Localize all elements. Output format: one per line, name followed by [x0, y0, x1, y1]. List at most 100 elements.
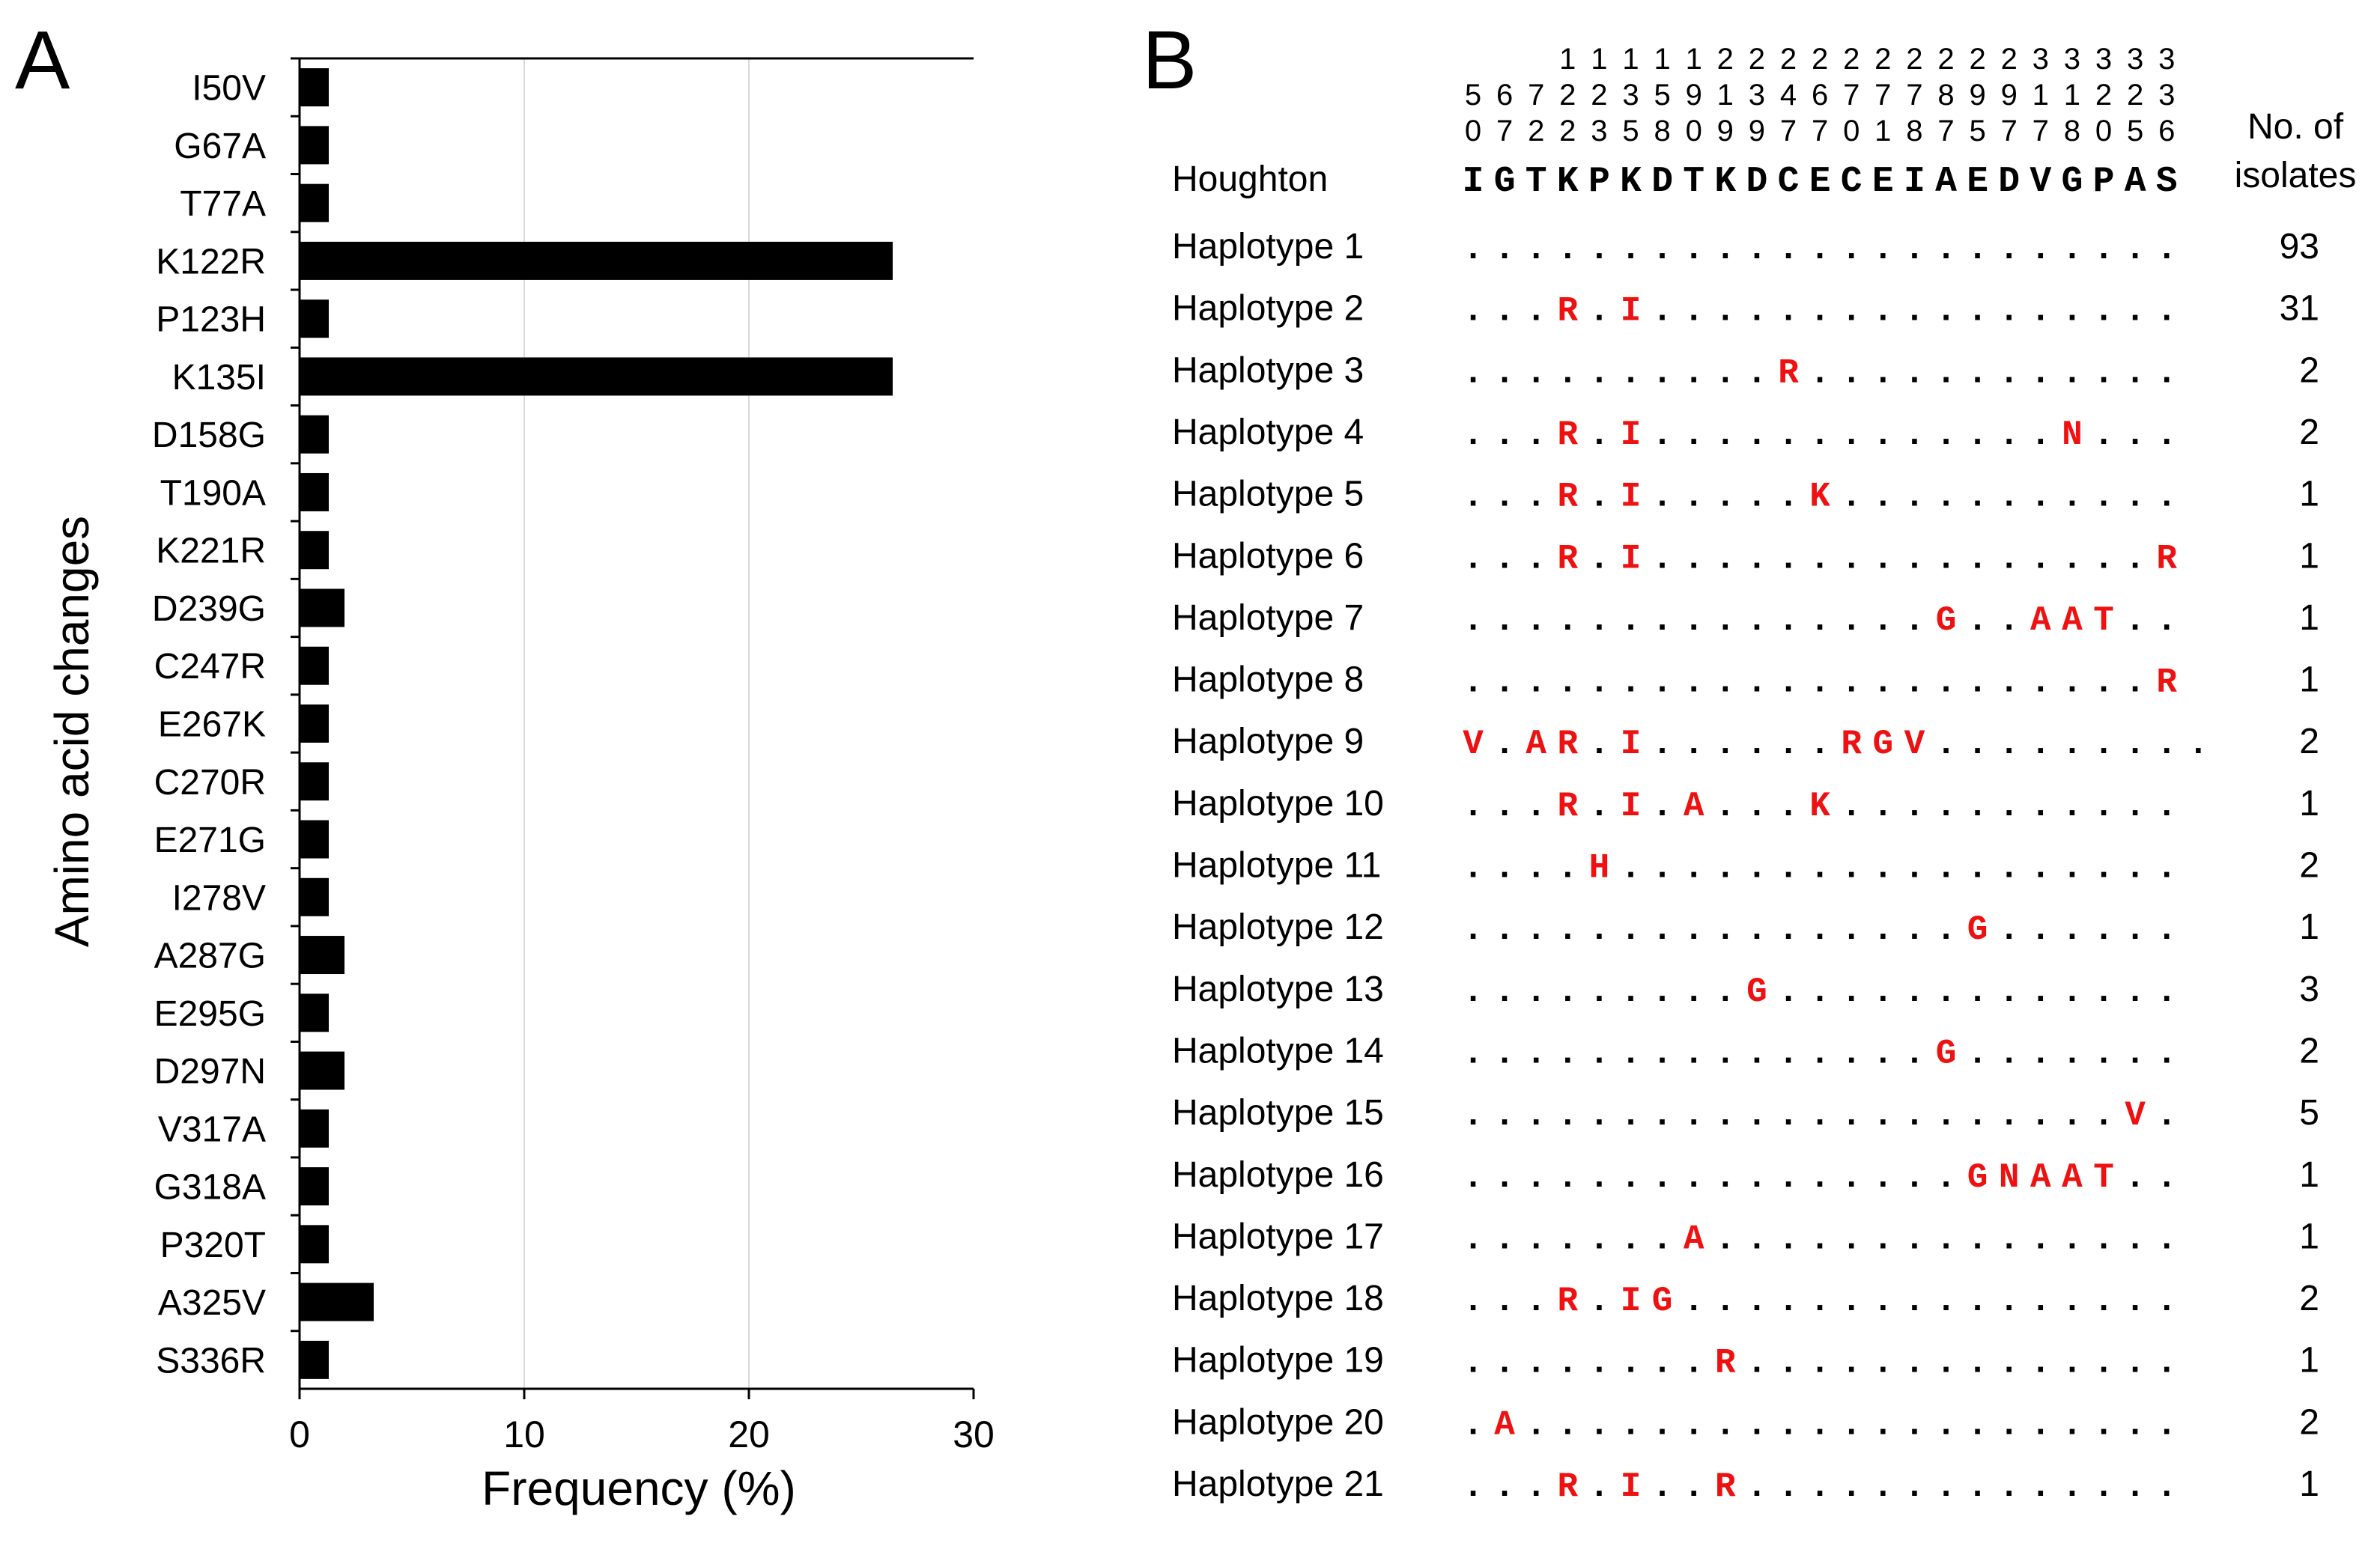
match-dot: .	[1904, 1220, 1925, 1259]
match-dot: .	[1494, 1282, 1515, 1321]
match-dot: .	[2030, 787, 2051, 826]
reference-residue: P	[2093, 162, 2115, 202]
match-dot: .	[1999, 1034, 2020, 1073]
match-dot: .	[1746, 292, 1767, 331]
match-dot: .	[1715, 1405, 1736, 1444]
position-digit: 2	[1843, 43, 1860, 76]
match-dot: .	[2156, 849, 2177, 888]
match-dot: .	[1809, 1405, 1830, 1444]
position-digit: 9	[1969, 79, 1985, 112]
position-digit: 5	[1969, 115, 1985, 147]
position-digit: 1	[2033, 79, 2049, 112]
x-tick-label: 10	[503, 1413, 545, 1455]
match-dot: .	[1589, 230, 1610, 269]
match-dot: .	[2125, 910, 2146, 949]
match-dot: .	[1557, 1220, 1578, 1259]
match-dot: .	[2093, 353, 2114, 392]
match-dot: .	[1684, 230, 1704, 269]
haplotype-row: Haplotype 13......... G............. 3	[1172, 970, 2319, 1011]
match-dot: .	[1746, 1467, 1767, 1506]
match-dot: .	[1589, 1034, 1610, 1073]
match-dot: .	[2062, 292, 2083, 331]
mutation-residue: R	[1841, 725, 1862, 764]
match-dot: .	[1809, 1467, 1830, 1506]
count-header-line2: isolates	[2235, 156, 2357, 195]
match-dot: .	[1684, 1467, 1704, 1506]
match-dot: .	[1684, 663, 1704, 702]
match-dot: .	[1967, 292, 1988, 331]
mutation-residue: I	[1621, 1467, 1642, 1506]
mutation-residue: R	[1557, 787, 1578, 826]
position-digit: 4	[1780, 79, 1797, 112]
isolate-count: 1	[2299, 1464, 2319, 1504]
match-dot: .	[1967, 1405, 1988, 1444]
match-dot: .	[1746, 601, 1767, 640]
match-dot: .	[1872, 849, 1893, 888]
isolate-count: 2	[2299, 1279, 2319, 1318]
match-dot: .	[1746, 416, 1767, 454]
match-dot: .	[1715, 787, 1736, 826]
match-dot: .	[1904, 416, 1925, 454]
match-dot: .	[1809, 725, 1830, 764]
match-dot: .	[1621, 1344, 1642, 1383]
mutation-residue: G	[1746, 973, 1767, 1011]
match-dot: .	[1684, 725, 1704, 764]
match-dot: .	[2093, 478, 2114, 517]
match-dot: .	[1621, 1405, 1642, 1444]
match-dot: .	[1778, 1467, 1799, 1506]
position-digit: 2	[1717, 43, 1734, 76]
position-digit: 2	[1874, 43, 1891, 76]
position-digit: 7	[1906, 79, 1922, 112]
match-dot: .	[1778, 478, 1799, 517]
match-dot: .	[1494, 787, 1515, 826]
reference-residue: G	[2061, 162, 2083, 202]
match-dot: .	[2062, 1220, 2083, 1259]
position-digit: 6	[2158, 115, 2175, 147]
position-digit: 5	[2127, 115, 2143, 147]
reference-residue: D	[1746, 162, 1767, 202]
category-label: T77A	[180, 184, 266, 224]
match-dot: .	[2156, 725, 2177, 764]
mutation-residue: R	[2156, 663, 2177, 702]
match-dot: .	[1526, 1405, 1546, 1444]
match-dot: .	[1999, 1096, 2020, 1135]
match-dot: .	[1841, 1467, 1862, 1506]
match-dot: .	[1778, 1282, 1799, 1321]
match-dot: .	[1715, 353, 1736, 392]
position-digit: 2	[1937, 43, 1954, 76]
match-dot: .	[1715, 849, 1736, 888]
category-label: C270R	[154, 763, 266, 803]
match-dot: .	[1999, 1405, 2020, 1444]
match-dot: .	[1715, 725, 1736, 764]
x-tick-labels: 0 10 20 30	[289, 1389, 995, 1455]
match-dot: .	[1463, 1467, 1484, 1506]
match-dot: .	[1589, 1405, 1610, 1444]
reference-residue: A	[1935, 162, 1957, 202]
category-labels: I50V G67A T77A K122R P123H K135I D158G T190A K22…	[152, 57, 300, 1381]
match-dot: .	[1904, 1034, 1925, 1073]
match-dot: .	[1809, 910, 1830, 949]
match-dot: .	[1872, 1096, 1893, 1135]
match-dot: .	[1936, 1096, 1957, 1135]
y-axis-label: Amino acid changes	[45, 516, 99, 947]
match-dot: .	[1621, 910, 1642, 949]
bar	[300, 68, 329, 107]
panel-b-label: B	[1142, 14, 1197, 106]
match-dot: .	[1936, 539, 1957, 578]
position-digit: 2	[2127, 79, 2143, 112]
haplotype-row: Haplotype 6... R. I................ R 1	[1172, 536, 2319, 578]
isolate-count: 2	[2299, 846, 2319, 886]
match-dot: .	[1494, 1467, 1515, 1506]
match-dot: .	[1841, 973, 1862, 1011]
match-dot: .	[1967, 1220, 1988, 1259]
match-dot: .	[1715, 478, 1736, 517]
match-dot: .	[1967, 787, 1988, 826]
match-dot: .	[1652, 1405, 1673, 1444]
isolate-count: 2	[2299, 413, 2319, 452]
match-dot: .	[1872, 1220, 1893, 1259]
match-dot: .	[1841, 230, 1862, 269]
match-dot: .	[1746, 1158, 1767, 1197]
mutation-residue: R	[1778, 353, 1799, 392]
mutation-residue: N	[2062, 416, 2083, 454]
